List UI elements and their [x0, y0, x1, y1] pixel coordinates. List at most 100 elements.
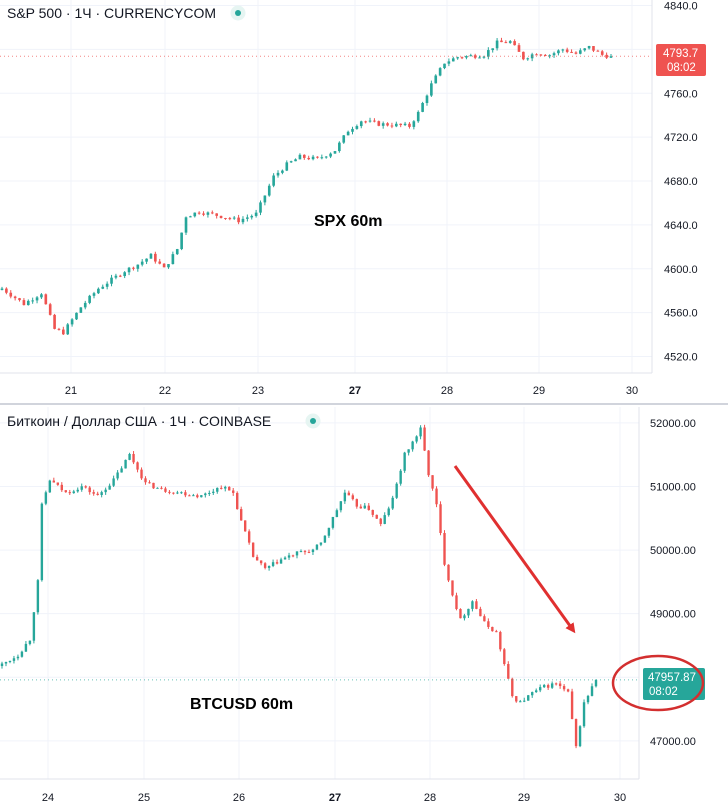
candle-body: [315, 544, 319, 550]
candle-body: [431, 475, 434, 489]
candle-body: [148, 482, 151, 484]
candle-body: [80, 486, 83, 490]
candle-body: [419, 427, 422, 437]
candle-body: [136, 264, 140, 269]
candle-body: [438, 68, 442, 76]
candle-body: [243, 520, 247, 532]
candle-body: [232, 217, 236, 219]
candle-body: [465, 56, 468, 58]
candle-body: [395, 483, 398, 498]
candle-body: [439, 504, 442, 534]
candle-body: [395, 123, 398, 127]
candle-body: [408, 123, 411, 127]
time-tick-label: 21: [65, 385, 77, 397]
candle-body: [140, 261, 144, 265]
candle-body: [500, 40, 503, 43]
candle-body: [267, 185, 271, 196]
candle-body: [600, 51, 604, 55]
candle-body: [447, 564, 450, 581]
candle-body: [250, 215, 254, 218]
candle-body: [483, 616, 486, 622]
candle-body: [216, 487, 219, 492]
candle-body: [447, 61, 451, 64]
time-tick-label: 29: [518, 792, 530, 804]
candle-body: [355, 126, 359, 129]
candle-body: [92, 293, 96, 296]
candle-body: [592, 46, 595, 51]
btc-symbol-title[interactable]: Биткоин / Доллар США · 1Ч · COINBASE: [7, 413, 271, 429]
candle-body: [298, 154, 302, 160]
candle-body: [20, 651, 24, 657]
time-tick-label: 29: [533, 385, 545, 397]
candle-body: [578, 726, 582, 747]
candle-body: [70, 319, 74, 325]
candle-body: [507, 664, 510, 679]
candle-body: [467, 608, 470, 616]
candle-body: [499, 631, 502, 650]
candle-body: [430, 83, 433, 96]
btc-annotation-label: BTCUSD 60m: [190, 696, 293, 713]
candle-body: [171, 254, 175, 265]
candle-body: [196, 495, 199, 498]
candle-body: [145, 258, 148, 262]
candle-body: [219, 215, 223, 218]
btc-time-axis[interactable]: 24 25 26 27 28 29 30: [0, 778, 639, 804]
candle-body: [386, 123, 389, 126]
candle-body: [267, 565, 271, 568]
candle-body: [120, 468, 123, 473]
candle-body: [96, 493, 99, 495]
candle-body: [503, 649, 506, 665]
candle-body: [289, 161, 293, 163]
candle-body: [399, 123, 403, 126]
candle-body: [9, 292, 13, 297]
candle-body: [60, 484, 63, 491]
candle-body: [299, 551, 303, 553]
candle-body: [469, 55, 473, 57]
candle-body: [411, 441, 414, 450]
candle-body: [570, 51, 573, 53]
candle-body: [586, 695, 590, 703]
candle-body: [579, 50, 582, 54]
candle-body: [351, 495, 355, 500]
candle-body: [390, 125, 394, 127]
candle-body: [359, 506, 362, 509]
price-tick-label: 4520.0: [664, 352, 698, 364]
candle-body: [513, 41, 516, 46]
price-tick-label: 51000.00: [650, 481, 696, 493]
price-highlight-circle-icon: [611, 654, 705, 712]
candle-body: [535, 54, 538, 56]
candle-body: [68, 492, 71, 494]
candle-body: [320, 157, 324, 159]
candle-body: [554, 683, 558, 685]
candle-body: [246, 217, 249, 219]
candle-body: [459, 609, 462, 619]
candle-body: [5, 288, 8, 293]
candle-body: [456, 57, 459, 59]
candle-body: [319, 542, 323, 545]
candle-body: [0, 288, 4, 291]
candle-body: [123, 272, 126, 277]
candle-body: [311, 549, 315, 553]
candle-body: [88, 295, 91, 303]
candle-body: [28, 640, 32, 644]
downtrend-arrow-icon: [453, 465, 576, 634]
spx-time-axis[interactable]: 21 22 23 27 28 29 30: [0, 372, 652, 397]
candle-body: [371, 509, 374, 515]
candle-body: [83, 302, 87, 308]
price-tick-label: 47000.00: [650, 736, 696, 748]
candle-body: [435, 488, 438, 505]
spx-symbol-title[interactable]: S&P 500 · 1Ч · CURRENCYCOM: [7, 5, 216, 21]
candle-body: [158, 261, 162, 264]
candle-body: [475, 601, 478, 609]
candle-body: [259, 202, 262, 213]
candle-body: [517, 45, 521, 52]
candle-body: [570, 691, 574, 719]
btc-price-axis[interactable]: 47000.0048000.0049000.0050000.0051000.00…: [638, 407, 696, 779]
candle-body: [415, 436, 418, 442]
candle-body: [281, 170, 284, 173]
candle-body: [478, 57, 481, 59]
spx-annotation-label: SPX 60m: [314, 213, 382, 230]
candle-body: [379, 518, 382, 524]
candle-body: [263, 195, 267, 203]
candle-body: [421, 102, 424, 112]
